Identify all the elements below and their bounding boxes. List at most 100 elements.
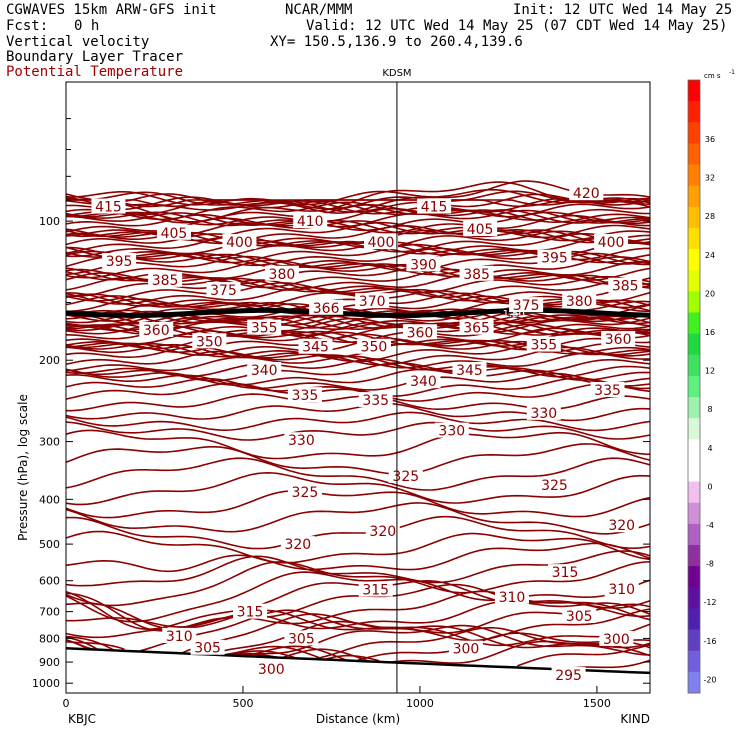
y-tick-label: 700 [39, 606, 60, 619]
y-tick-label: 600 [39, 575, 60, 588]
contour-label: 330 [438, 424, 465, 440]
contour-label: 325 [392, 469, 419, 485]
contour-line [66, 600, 651, 630]
contour-label-bg [280, 536, 315, 552]
contour-label-bg [594, 234, 629, 250]
contour-label-bg [604, 581, 639, 597]
contour-label-bg [358, 581, 393, 597]
colorbar-segment [688, 206, 700, 229]
contour-label-bg [355, 293, 390, 309]
contour-label: 330 [530, 406, 557, 422]
contour-label: 335 [292, 388, 319, 404]
contour-label: 345 [302, 340, 329, 356]
contour-label-bg [562, 607, 597, 623]
contour-label-bg [293, 213, 328, 229]
contour-label-bg [526, 404, 561, 420]
contour-label: 380 [566, 294, 593, 310]
contour-line [65, 620, 651, 654]
contour-label-bg [537, 249, 572, 265]
contour-line [65, 211, 651, 232]
contour-label-bg [551, 667, 586, 683]
colorbar-segment [688, 185, 700, 208]
contour-line [65, 200, 651, 218]
contour-label: 350 [196, 334, 223, 350]
contour-line [65, 489, 651, 519]
left-endpoint-label: KBJC [68, 712, 96, 726]
colorbar-segment [688, 523, 700, 546]
contour-label: 340 [410, 374, 437, 390]
contour-label: 305 [566, 609, 593, 625]
contour-label-bg [356, 338, 391, 354]
colorbar-segment [688, 587, 700, 609]
contour-label-bg [206, 282, 241, 298]
contour-line [65, 530, 651, 564]
contour-label-bg [434, 422, 469, 438]
colorbar-segment [688, 101, 700, 123]
colorbar: cm s -1 36 32 28 24 20 16 12 8 4 0 -4 -8 -12 -16 -20 [687, 69, 735, 694]
contour-label-bg [287, 484, 322, 500]
contour-line [65, 402, 651, 422]
contour-label: 415 [95, 200, 122, 216]
colorbar-segment [688, 566, 700, 588]
contour-label: 315 [362, 583, 389, 599]
colorbar-label: -16 [703, 637, 716, 646]
colorbar-segment [688, 122, 700, 144]
contour-label-bg [569, 185, 604, 201]
contour-label: 375 [210, 283, 237, 299]
colorbar-label: 0 [707, 482, 712, 491]
contour-line [65, 561, 651, 607]
contour-line [65, 579, 651, 631]
contour-line [65, 282, 651, 302]
colorbar-segment [688, 164, 700, 187]
y-axis-label: Pressure (hPa), log scale [16, 394, 30, 541]
contour-label: 380 [269, 267, 296, 283]
colorbar-label: -4 [706, 521, 714, 530]
contour-label-bg [233, 603, 268, 619]
contour-label-bg [284, 432, 319, 448]
colorbar-label: 12 [705, 367, 715, 376]
contour-label-bg [148, 271, 183, 287]
contour-label-bg [364, 234, 399, 250]
colorbar-label: 16 [705, 328, 715, 337]
colorbar-segment [688, 312, 700, 335]
colorbar-segment [688, 481, 700, 504]
x-axis-label: Distance (km) [316, 712, 400, 726]
y-tick-label: 400 [39, 493, 60, 506]
contour-label-bg [537, 476, 572, 492]
contour-label: 325 [541, 478, 568, 494]
y-tick-label: 100 [39, 215, 60, 228]
colorbar-label: 32 [705, 174, 715, 183]
colorbar-segment [688, 354, 700, 377]
contour-line [65, 515, 651, 550]
contour-label-bg [284, 630, 319, 646]
contour-label: 400 [368, 235, 395, 251]
contour-label-bg [156, 224, 191, 240]
x-tick-label: 0 [63, 697, 70, 710]
colorbar-segment [688, 608, 700, 630]
contour-line [65, 443, 651, 476]
contour-label: 390 [410, 257, 437, 273]
contour-line [65, 362, 651, 382]
contour-label-bg [548, 564, 583, 580]
contour-label-bg [448, 640, 483, 656]
colorbar-segment [688, 671, 700, 694]
contour-label-bg [139, 321, 174, 337]
boundary-layer-tracer-line [65, 307, 651, 318]
colorbar-segment [688, 460, 700, 483]
contour-label: 355 [530, 338, 557, 354]
colorbar-label: -12 [703, 598, 716, 607]
contour-label: 300 [603, 632, 630, 648]
contour-line [65, 542, 651, 573]
colorbar-segment [688, 502, 700, 525]
contour-label: 330 [288, 433, 315, 449]
colorbar-units: cm s [704, 72, 721, 80]
contour-line [65, 624, 651, 656]
contour-label: 310 [499, 590, 526, 606]
contour-label: 325 [292, 485, 319, 501]
colorbar-segment [688, 249, 700, 271]
org-label: NCAR/MMM [285, 2, 353, 18]
contour-label-bg [406, 256, 441, 272]
contour-label: 420 [573, 186, 600, 202]
contour-label-bg [247, 319, 282, 335]
